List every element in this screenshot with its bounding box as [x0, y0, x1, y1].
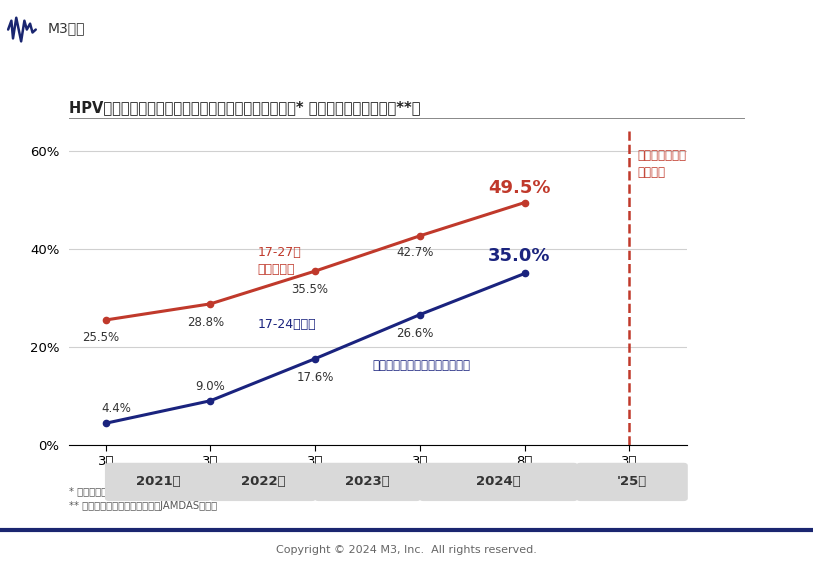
- Text: 9.0%: 9.0%: [196, 379, 225, 392]
- Text: 2022年: 2022年: [241, 475, 285, 489]
- Text: 35.0%: 35.0%: [488, 247, 550, 265]
- Text: 26.6%: 26.6%: [396, 327, 433, 339]
- Text: HPVワクチンのキャッチアップ対象世代の累積接種率* （エムスリー総研推計**）: HPVワクチンのキャッチアップ対象世代の累積接種率* （エムスリー総研推計**）: [69, 100, 420, 115]
- Text: 2021年: 2021年: [136, 475, 180, 489]
- Text: 17-24歳平均: 17-24歳平均: [258, 318, 316, 332]
- Text: Copyright © 2024 M3, Inc.  All rights reserved.: Copyright © 2024 M3, Inc. All rights res…: [276, 545, 537, 555]
- Text: M3総研: M3総研: [47, 21, 85, 35]
- Text: キャッチアップ
制度終了: キャッチアップ 制度終了: [637, 149, 687, 178]
- Text: 4.4%: 4.4%: [102, 402, 131, 415]
- Text: 42.7%: 42.7%: [396, 247, 433, 260]
- Text: 積極的勧奨が中止になった世代: 積極的勧奨が中止になった世代: [373, 359, 471, 372]
- Text: 2023年: 2023年: [346, 475, 390, 489]
- Text: 49.5%: 49.5%: [488, 179, 550, 197]
- Text: 25.5%: 25.5%: [82, 330, 119, 343]
- Text: '25年: '25年: [617, 475, 647, 489]
- Text: 35.5%: 35.5%: [292, 283, 328, 296]
- Text: 17.6%: 17.6%: [297, 371, 334, 384]
- Text: * 累積接種率:該当年代における某種の初回癌接種者数を世代人口で割った値: * 累積接種率:該当年代における某種の初回癌接種者数を世代人口で割った値: [69, 486, 279, 497]
- Text: ** エムスリー社自のデータベーJAMDASによる: ** エムスリー社自のデータベーJAMDASによる: [69, 501, 217, 511]
- Text: 17-27歳
全年齢平均: 17-27歳 全年齢平均: [258, 246, 302, 276]
- Text: HPVワクチンの8月末時点キャッチアップ接種率: HPVワクチンの8月末時点キャッチアップ接種率: [12, 74, 334, 95]
- Text: 28.8%: 28.8%: [187, 316, 224, 329]
- Text: 2024年: 2024年: [476, 475, 521, 489]
